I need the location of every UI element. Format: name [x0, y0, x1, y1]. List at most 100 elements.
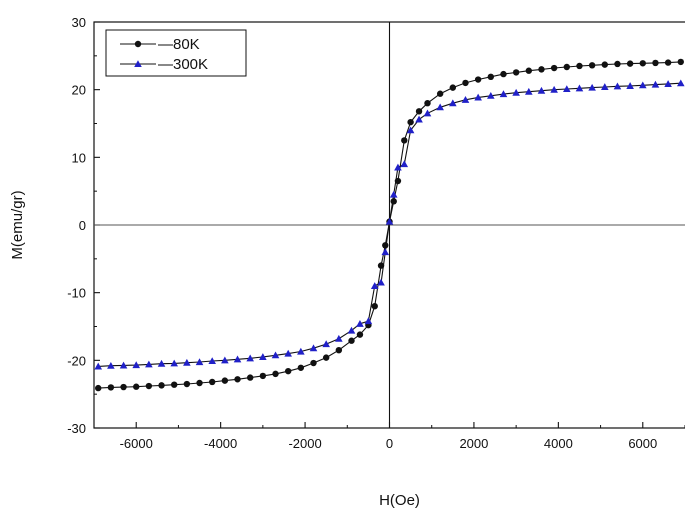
data-point — [512, 69, 520, 76]
data-point — [525, 67, 533, 74]
data-point — [309, 344, 318, 352]
data-point — [613, 82, 622, 90]
data-point — [401, 137, 408, 144]
data-point — [221, 356, 229, 364]
data-point — [377, 278, 385, 286]
data-point — [676, 79, 685, 87]
data-point — [537, 86, 546, 94]
data-point — [94, 362, 103, 370]
data-point — [415, 108, 423, 115]
data-point — [195, 358, 204, 366]
data-point — [133, 383, 140, 390]
data-point — [588, 83, 596, 91]
data-point — [499, 90, 508, 98]
data-point — [638, 81, 647, 89]
data-point — [356, 319, 364, 327]
data-point — [563, 85, 571, 93]
data-point — [183, 380, 191, 388]
x-tick-label: 4000 — [544, 436, 573, 451]
y-tick-label: 0 — [79, 218, 86, 233]
data-point — [614, 60, 621, 68]
data-point — [406, 126, 415, 134]
data-point — [436, 103, 444, 111]
y-tick-label: -10 — [67, 286, 86, 301]
data-point — [626, 82, 634, 89]
data-point — [385, 217, 394, 225]
data-point — [424, 100, 431, 107]
data-point — [415, 115, 423, 123]
data-point — [347, 326, 356, 334]
tick-labels: -6000 -4000 -2000 0 2000 4000 6000 -30 -20 -10 0 10… — [67, 15, 657, 451]
data-point — [525, 87, 533, 95]
data-point — [209, 378, 216, 386]
data-point — [95, 384, 102, 392]
data-point — [356, 331, 364, 338]
data-point — [170, 359, 179, 367]
data-point — [474, 93, 482, 101]
data-point — [563, 63, 570, 71]
data-point — [271, 351, 280, 359]
series-300K — [94, 79, 685, 370]
data-point — [600, 83, 609, 90]
data-point — [377, 262, 385, 269]
data-point — [449, 84, 457, 91]
data-point — [487, 91, 495, 99]
legend-box — [105, 29, 247, 77]
data-point — [119, 361, 128, 369]
data-point — [259, 372, 267, 380]
data-point — [390, 198, 397, 205]
data-point — [335, 334, 343, 342]
data-point — [297, 364, 305, 371]
x-tick-label: 2000 — [459, 436, 488, 451]
data-point — [183, 358, 191, 366]
data-point — [400, 160, 409, 168]
data-point — [394, 163, 402, 171]
data-point — [500, 70, 507, 78]
data-point — [575, 84, 584, 92]
data-point — [639, 60, 646, 67]
data-point — [664, 80, 672, 87]
data-point — [233, 355, 242, 363]
y-tick-label: 20 — [72, 83, 86, 98]
x-tick-label: -6000 — [120, 436, 153, 451]
data-point — [196, 379, 203, 387]
data-point — [487, 73, 495, 81]
data-point — [382, 242, 389, 249]
data-point — [221, 377, 229, 384]
data-point — [297, 347, 305, 355]
data-point — [576, 62, 583, 70]
x-tick-label: 0 — [386, 436, 393, 451]
data-point — [259, 353, 267, 360]
data-point — [461, 96, 470, 103]
data-point — [246, 354, 254, 362]
x-tick-label: -2000 — [288, 436, 321, 451]
data-point — [364, 317, 373, 325]
data-point — [322, 354, 330, 361]
legend-label: —300K — [158, 56, 208, 73]
legend-label: —80K — [158, 36, 200, 53]
data-point — [474, 76, 482, 83]
data-point — [145, 360, 153, 368]
data-point — [246, 374, 254, 381]
data-point — [132, 361, 141, 369]
data-point — [120, 383, 127, 391]
data-point — [462, 79, 469, 87]
legend: —80K —300K — [105, 29, 247, 77]
data-point — [370, 282, 379, 289]
data-point — [601, 61, 608, 68]
y-tick-label: 10 — [72, 150, 86, 165]
data-point — [381, 248, 390, 256]
data-point — [284, 367, 292, 375]
data-point — [158, 382, 165, 389]
series-layer — [94, 58, 685, 392]
data-point — [651, 80, 660, 88]
legend-marker — [134, 60, 142, 68]
data-point — [407, 118, 414, 126]
data-point — [335, 346, 343, 354]
data-point — [145, 382, 153, 390]
data-point — [234, 376, 241, 383]
data-point — [208, 357, 216, 365]
x-tick-label: 6000 — [628, 436, 657, 451]
